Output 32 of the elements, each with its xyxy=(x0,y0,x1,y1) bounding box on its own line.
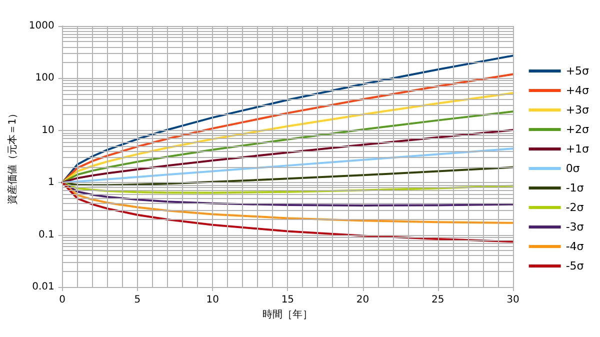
line-series xyxy=(61,92,514,184)
line-series xyxy=(61,182,514,243)
legend-label: +2σ xyxy=(566,123,590,136)
line-series xyxy=(61,128,514,184)
x-tick-label: 0 xyxy=(59,294,66,306)
line-series xyxy=(61,148,514,184)
y-tick-label: 100 xyxy=(35,72,54,84)
y-tick-label: 0.01 xyxy=(32,282,54,292)
legend-label: -1σ xyxy=(566,182,584,194)
y-tick-label: 10 xyxy=(42,124,54,136)
x-tick-label: 10 xyxy=(206,294,219,306)
y-tick-label: 0.1 xyxy=(38,229,54,240)
legend-label: -3σ xyxy=(566,220,584,234)
legend-label: 0σ xyxy=(566,162,580,175)
x-tick-label: 5 xyxy=(134,294,141,306)
x-tick-label: 30 xyxy=(506,294,520,306)
legend-label: -2σ xyxy=(566,201,584,214)
x-tick-label: 15 xyxy=(281,294,294,306)
legend-label: -4σ xyxy=(566,240,584,253)
y-tick-label: 1 xyxy=(48,177,54,188)
x-tick-label: 20 xyxy=(356,294,370,306)
line-series xyxy=(61,110,514,184)
legend-label: -5σ xyxy=(566,260,584,272)
y-axis-title: 資産価値（元本＝1） xyxy=(6,108,18,205)
x-tick-label: 25 xyxy=(432,294,444,306)
x-axis-title: 時間［年］ xyxy=(262,308,313,320)
line-series xyxy=(61,182,514,194)
legend-label: +3σ xyxy=(566,104,590,116)
legend-label: +4σ xyxy=(566,84,590,97)
legend-label: +5σ xyxy=(566,64,590,78)
y-tick-label: 1000 xyxy=(28,20,54,32)
legend-label: +1σ xyxy=(566,142,590,156)
